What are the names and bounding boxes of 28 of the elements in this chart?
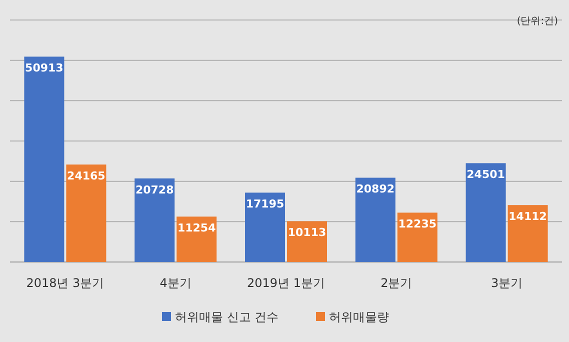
bar — [397, 212, 438, 262]
annotation: (단위:건) — [516, 16, 558, 27]
data-label: 20892 — [356, 182, 395, 196]
bar — [355, 178, 396, 262]
data-label: 11254 — [177, 222, 216, 235]
data-label: 12235 — [398, 218, 437, 231]
bar — [245, 192, 285, 262]
data-label: 24501 — [466, 168, 505, 182]
bar — [466, 163, 506, 262]
data-label: 14112 — [508, 210, 547, 224]
legend-label: 허위매물 신고 건수 — [175, 310, 279, 324]
x-tick-label: 4분기 — [160, 276, 192, 290]
data-label: 20728 — [135, 183, 174, 196]
data-label: 17195 — [246, 198, 284, 211]
bar — [24, 56, 64, 262]
data-label: 24165 — [67, 170, 106, 183]
bar — [134, 178, 175, 262]
data-label: 50913 — [25, 62, 64, 75]
legend-label: 허위매물량 — [329, 310, 389, 324]
bar — [176, 216, 217, 262]
x-tick-label: 2분기 — [380, 276, 412, 290]
x-tick-label: 2019년 1분기 — [247, 276, 325, 290]
bar — [508, 205, 548, 262]
data-label: 10113 — [288, 226, 326, 240]
bar — [66, 164, 106, 262]
x-tick-label: 3분기 — [490, 276, 523, 290]
x-tick-label: 2018년 3분기 — [26, 276, 104, 290]
bar — [287, 221, 327, 262]
